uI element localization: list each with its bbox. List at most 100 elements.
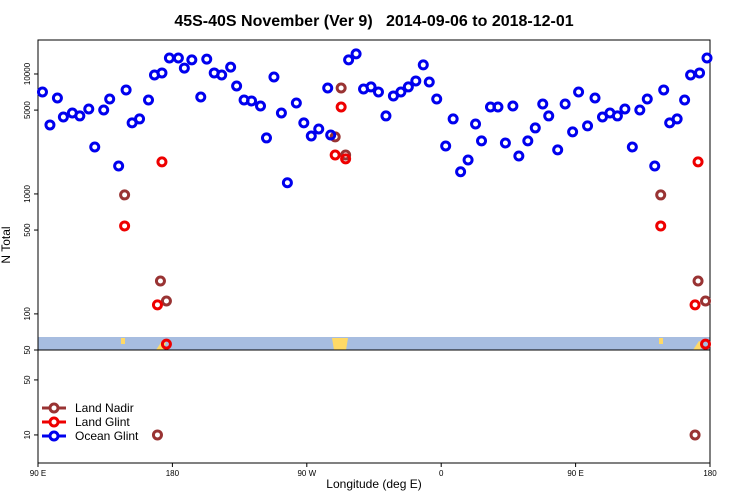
point (658, 84, 670, 96)
point (649, 160, 661, 172)
point (231, 80, 243, 92)
point (626, 141, 638, 153)
point (260, 132, 272, 144)
point (160, 338, 172, 350)
point (335, 101, 347, 113)
point (151, 299, 163, 311)
point (655, 189, 667, 201)
point (134, 113, 146, 125)
point (402, 81, 414, 93)
point (692, 156, 704, 168)
point (417, 59, 429, 71)
point (98, 104, 110, 116)
point (543, 110, 555, 122)
point (143, 94, 155, 106)
point (225, 61, 237, 73)
y-tick-label: 500 (23, 223, 32, 237)
x-tick-label: 90 E (567, 469, 583, 478)
point (313, 123, 325, 135)
y-axis-label: N Total (0, 226, 13, 263)
point (692, 275, 704, 287)
point (552, 144, 564, 156)
point (216, 69, 228, 81)
x-tick-label: 0 (439, 469, 444, 478)
point (151, 429, 163, 441)
point (634, 104, 646, 116)
lower-frame (37, 349, 711, 464)
point (476, 135, 488, 147)
point (513, 150, 525, 162)
point (589, 92, 601, 104)
point (298, 117, 310, 129)
x-tick-label: 90 W (297, 469, 316, 478)
point (440, 140, 452, 152)
point (679, 94, 691, 106)
point (322, 82, 334, 94)
point (329, 149, 341, 161)
point (172, 52, 184, 64)
point (701, 52, 713, 64)
point (455, 166, 467, 178)
y-tick-label: 10 (23, 430, 32, 439)
point (154, 275, 166, 287)
point (685, 69, 697, 81)
x-tick-label: 180 (166, 469, 180, 478)
point (120, 84, 132, 96)
point (335, 82, 347, 94)
y-tick-label: 5000 (23, 101, 32, 119)
map-strip (38, 337, 710, 350)
point (492, 101, 504, 113)
point (281, 177, 293, 189)
legend-label: Land Nadir (75, 401, 134, 415)
point (44, 119, 56, 131)
point (195, 91, 207, 103)
point (694, 67, 706, 79)
legend-marker (48, 416, 60, 428)
point (410, 75, 422, 87)
point (522, 135, 534, 147)
point (499, 137, 511, 149)
point (156, 156, 168, 168)
y-tick-label: 50 (23, 345, 32, 354)
point (178, 62, 190, 74)
chart-title: 45S-40S November (Ver 9) 2014-09-06 to 2… (174, 13, 573, 30)
point (447, 113, 459, 125)
point (201, 53, 213, 65)
legend-marker (48, 430, 60, 442)
point (340, 153, 352, 165)
point (689, 299, 701, 311)
point (290, 97, 302, 109)
point (160, 295, 172, 307)
point (255, 100, 267, 112)
point (567, 126, 579, 138)
point (83, 103, 95, 115)
point (268, 71, 280, 83)
point (431, 93, 443, 105)
point (36, 86, 48, 98)
point (380, 110, 392, 122)
point (470, 118, 482, 130)
point (156, 67, 168, 79)
point (343, 54, 355, 66)
point (340, 149, 352, 161)
point (700, 295, 712, 307)
point (655, 220, 667, 232)
y-tick-label: 1000 (23, 184, 32, 202)
legend-marker (48, 402, 60, 414)
point (689, 429, 701, 441)
point (507, 100, 519, 112)
point (582, 120, 594, 132)
x-tick-label: 180 (703, 469, 717, 478)
point (611, 110, 623, 122)
legend-label: Ocean Glint (75, 429, 139, 443)
point (573, 86, 585, 98)
point (700, 338, 712, 350)
y-tick-label: 10000 (23, 62, 32, 85)
y-tick-label: 100 (23, 307, 32, 321)
point (372, 86, 384, 98)
point (529, 122, 541, 134)
point (163, 52, 175, 64)
point (57, 111, 69, 123)
point (350, 48, 362, 60)
